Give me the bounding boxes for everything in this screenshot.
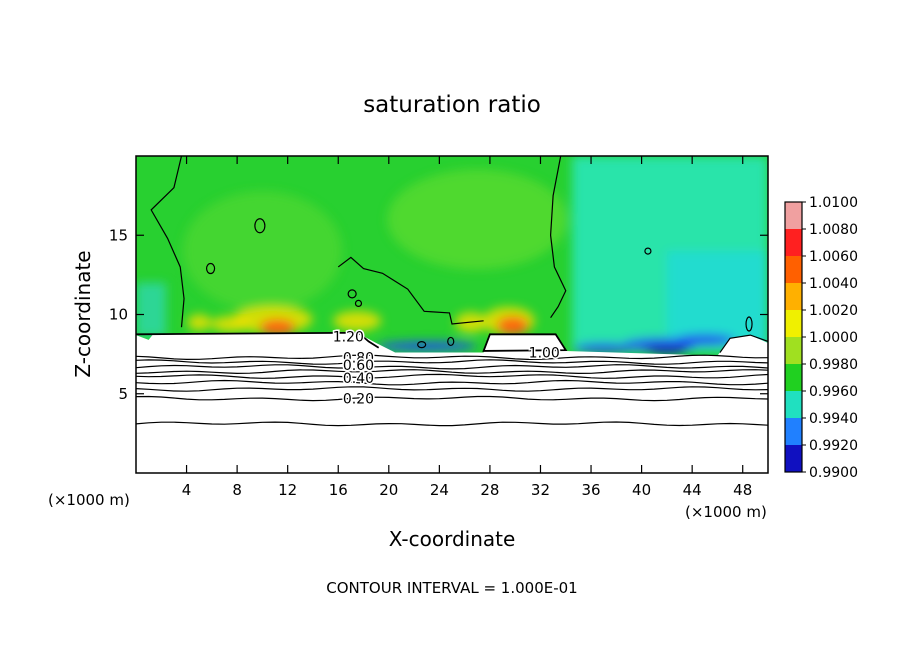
x-tick-label: 28 [480,481,499,499]
contour-label: 0.40 [343,371,374,387]
x-tick-label: 20 [379,481,398,499]
contour-line [254,218,266,234]
contour-line [719,334,768,353]
contour-labels: 1.20 1.00 0.800.600.40 0.20 [331,328,561,409]
colorbar-label: 1.0020 [809,303,858,319]
contour-line [417,341,427,349]
contour-interval-note: CONTOUR INTERVAL = 1.000E-01 [326,579,577,597]
y-tick-label: 15 [109,226,128,244]
field-cyan-zone [666,251,768,347]
field-cyan-zone [136,282,166,337]
colorbar-segment [785,364,802,391]
contour-label: 0.60 [343,358,374,374]
contour-line [354,299,363,308]
colorbar: 1.0100 1.0080 1.0060 1.0040 1.0020 1.0000 0.99… [784,195,858,481]
contour-label: 1.00 [529,346,560,362]
contour-line [136,379,768,386]
contour-line [644,247,652,255]
colorbar-label: 1.0080 [809,222,858,238]
x-tick-label: 44 [683,481,702,499]
contour-line [150,156,567,328]
field-subsaturation-patch [376,341,477,352]
plot-area: 1.20 1.00 0.800.600.40 0.20 [136,156,768,473]
x-axis-unit-left: (×1000 m) [48,491,130,509]
x-axis-label: X-coordinate [389,527,516,551]
y-axis-label: Z-coordinate [71,250,95,377]
colorbar-label: 0.9960 [809,384,858,400]
x-tick-label: 32 [531,481,550,499]
contour-label: 0.20 [343,392,374,408]
field-below-range-region [136,333,768,473]
colorbar-label: 1.0040 [809,276,858,292]
field-supersaturation-core [496,316,529,335]
colorbar-label: 0.9980 [809,357,858,373]
contour-label: 0.80 [343,350,374,366]
contour-line [482,333,568,352]
contour-line [136,421,768,427]
contour-line [136,373,768,379]
contour-label: 1.20 [333,330,364,346]
field-subsaturation-patch [573,342,634,353]
y-tick-label: 10 [109,306,128,324]
contour-line [136,386,768,392]
contour-line [136,354,768,361]
x-tick-label: 16 [329,481,348,499]
field-supersaturation-patch [210,316,251,333]
colorbar-segment [785,283,802,310]
contour-line [347,289,357,299]
colorbar-segment [785,256,802,283]
colorbar-label: 1.0000 [809,330,858,346]
colorbar-label: 1.0100 [809,195,858,211]
colorbar-segment [785,418,802,445]
colorbar-segment [785,310,802,337]
x-tick-label: 8 [232,481,242,499]
colorbar-label: 0.9940 [809,411,858,427]
contour-line [136,359,768,365]
y-tick-label: 5 [118,385,128,403]
field-subsaturation-patch [674,333,735,346]
contour-lines [136,156,768,427]
x-tick-label: 4 [182,481,192,499]
contour-line [136,364,768,370]
colorbar-label: 0.9900 [809,465,858,481]
contour-line [136,369,768,375]
contour-line [447,336,455,347]
colorbar-segment [785,337,802,364]
colorbar-segment [785,445,802,472]
contour-line [205,262,216,275]
contour-line [136,395,768,402]
field-supersaturation-patch [187,314,212,331]
field-light-zone [182,191,343,312]
colorbar-segment [785,229,802,256]
x-tick-label: 40 [632,481,651,499]
colorbar-segment [785,202,802,229]
colorbar-segment [785,391,802,418]
field-supersaturation-patch [333,310,382,331]
field-supersaturation-core [259,319,296,336]
field-shading [136,156,768,354]
saturation-field [136,156,768,473]
field-light-zone [387,169,568,270]
colorbar-label: 1.0060 [809,249,858,265]
x-axis-unit-right: (×1000 m) [685,503,767,521]
x-tick-label: 36 [581,481,600,499]
chart-title: saturation ratio [363,92,541,118]
colorbar-label: 0.9920 [809,438,858,454]
x-tick-label: 12 [278,481,297,499]
contour-line [136,331,380,349]
contour-line [745,316,753,332]
field-subsaturation-core [644,345,689,354]
x-tick-label: 48 [733,481,752,499]
x-tick-label: 24 [430,481,449,499]
